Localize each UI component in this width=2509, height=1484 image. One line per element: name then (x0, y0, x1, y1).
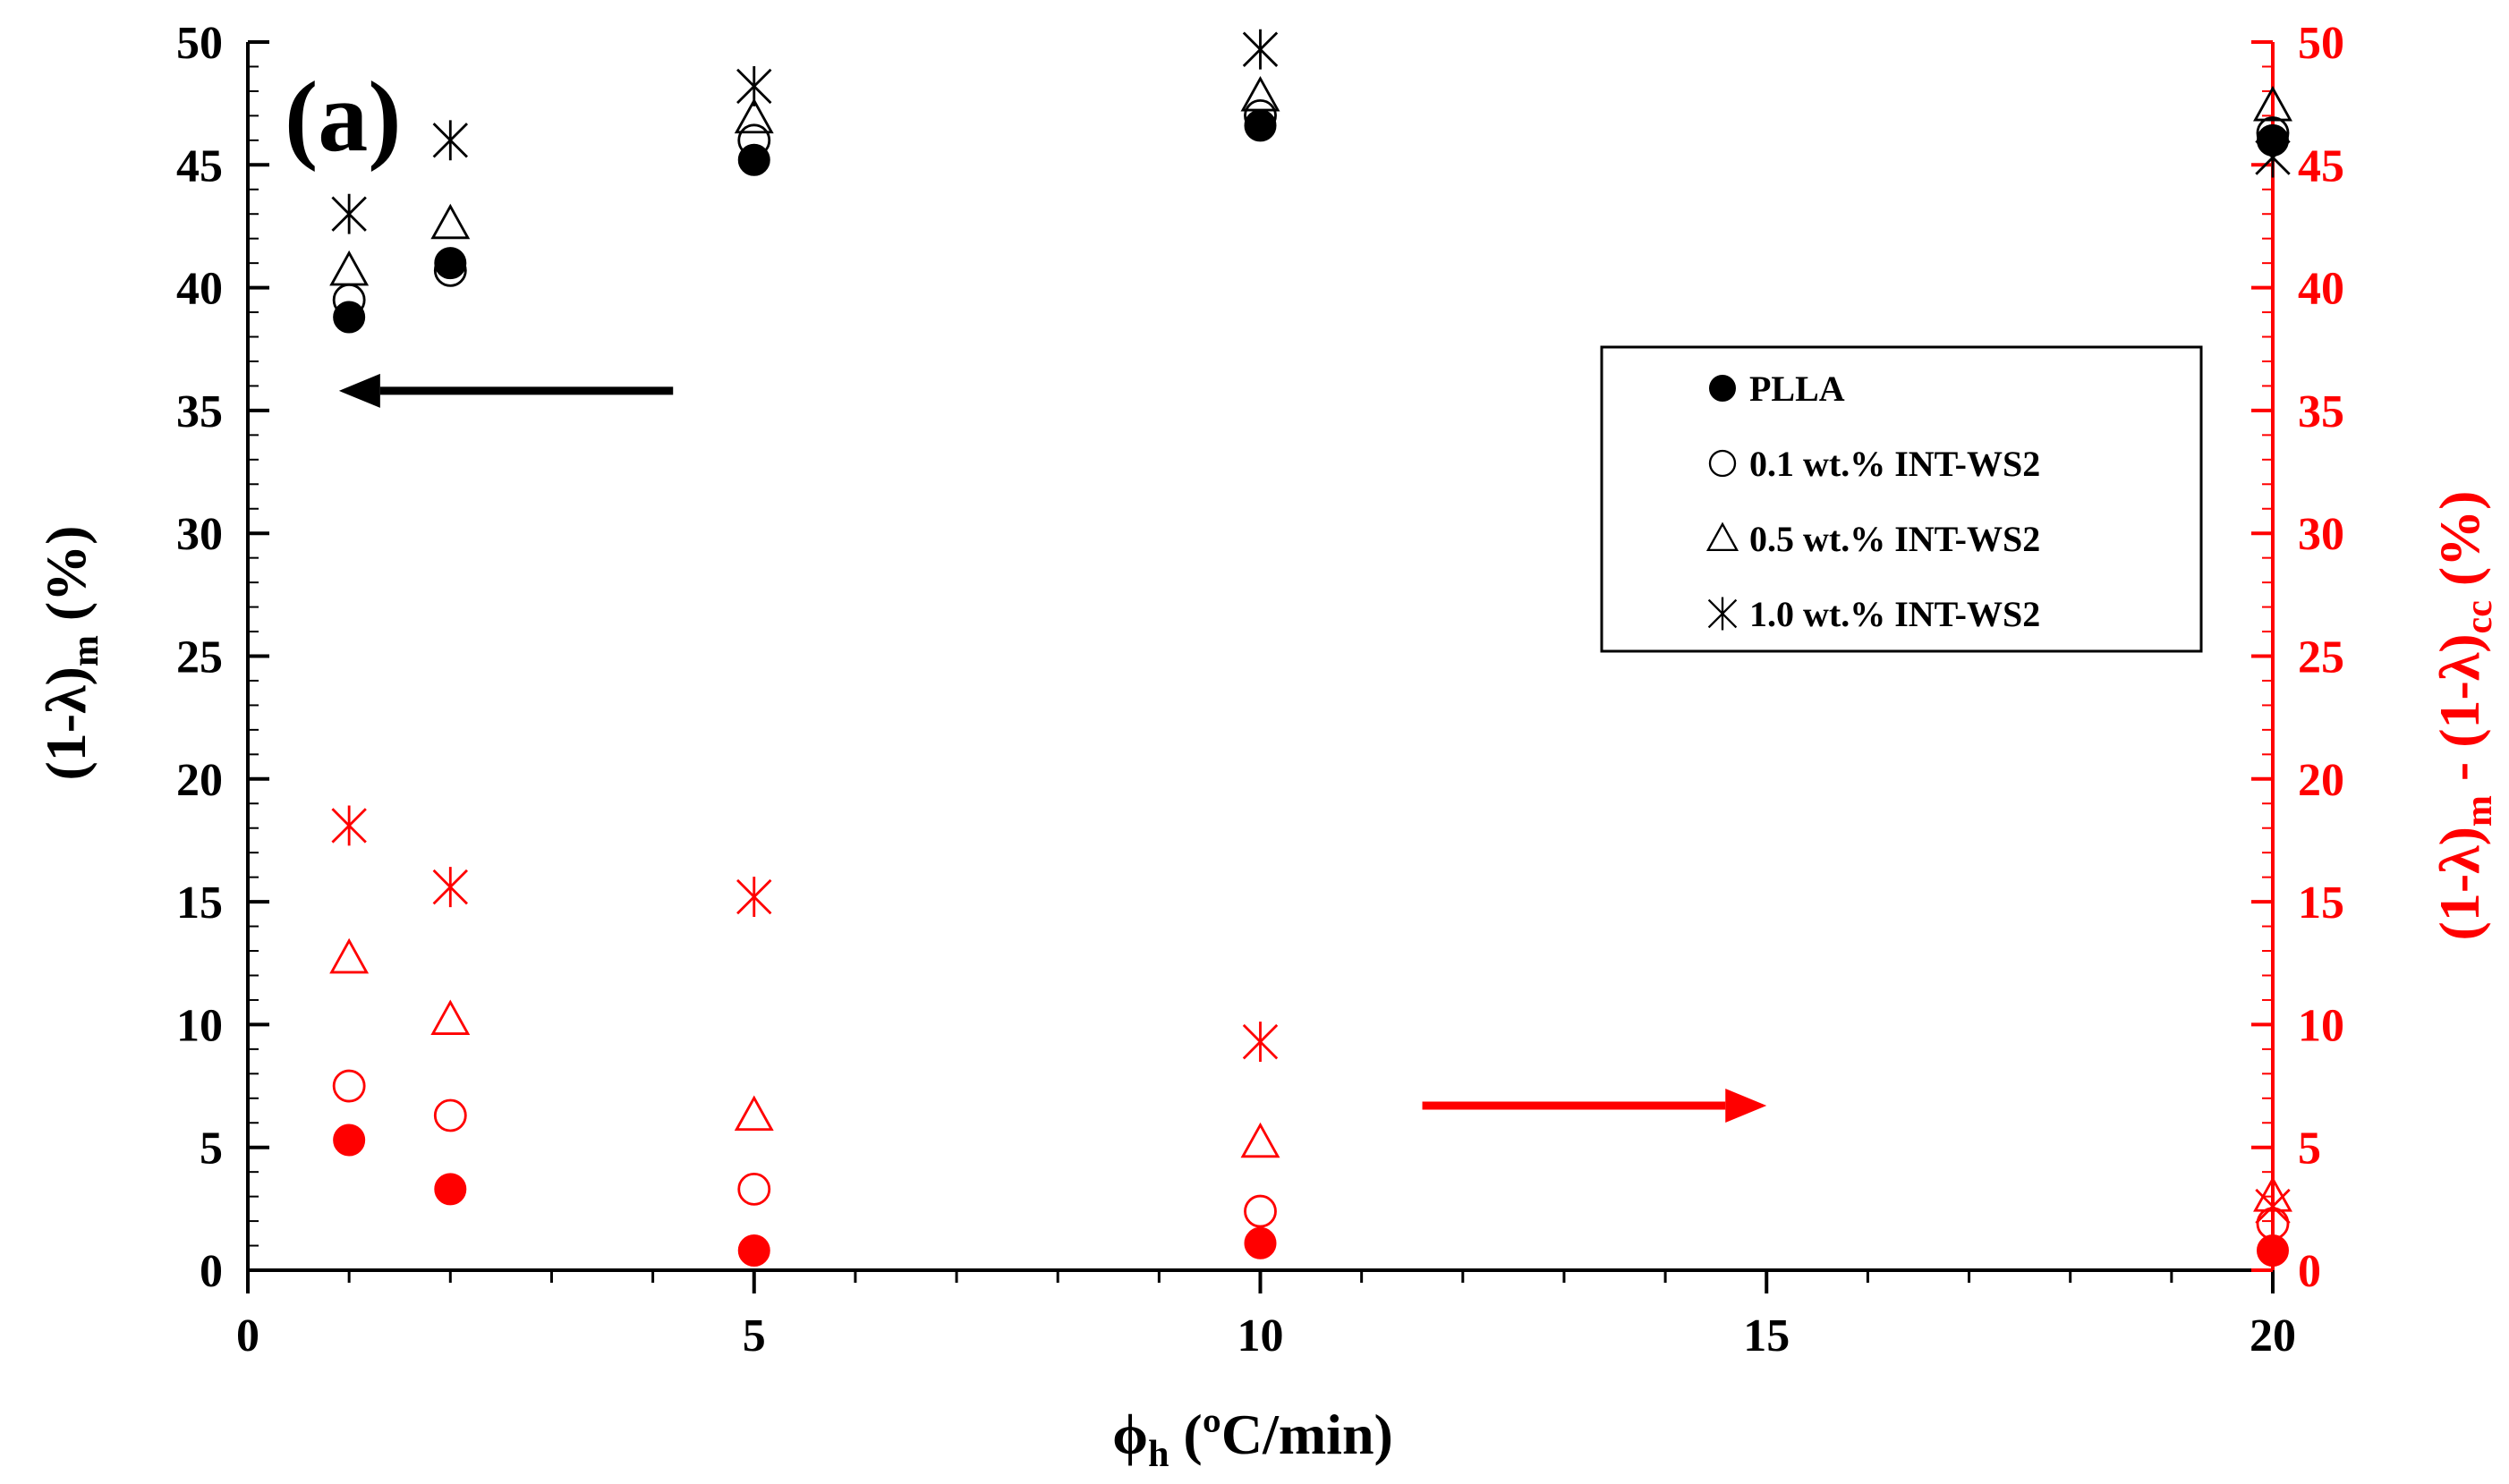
legend-marker-1-0-wt-int-ws2-strokes (1707, 597, 1738, 631)
legend-label-1-0: 1.0 wt.% INT-WS2 (1749, 594, 2040, 634)
y-left-tick-label: 15 (176, 878, 223, 929)
point-right-0-5-wt-int-ws2-x2 (430, 999, 471, 1035)
point-right-1-0-wt-int-ws2-x5 (736, 877, 772, 918)
point-left-0-5-wt-int-ws2-x1 (329, 250, 370, 286)
y-right-tick-label: 10 (2298, 1000, 2344, 1051)
point-right-plla-x10 (1244, 1226, 1277, 1259)
point-right-1-0-wt-int-ws2-x5-strokes (736, 877, 772, 918)
legend-label-0-1: 0.1 wt.% INT-WS2 (1749, 444, 2040, 484)
point-left-1-0-wt-int-ws2-x20-strokes (2255, 137, 2291, 178)
point-right-0-1-wt-int-ws2-x1 (332, 1069, 366, 1103)
x-axis-label: ϕh (ºC/min) (1112, 1403, 1393, 1475)
point-right-plla-x2 (434, 1173, 467, 1206)
point-left-0-5-wt-int-ws2-x2 (430, 203, 471, 240)
legend-box (1600, 345, 2203, 653)
y-right-tick-label: 35 (2298, 386, 2344, 437)
legend-label-plla: PLLA (1749, 369, 1845, 409)
point-left-1-0-wt-int-ws2-x10-strokes (1242, 29, 1279, 70)
point-right-1-0-wt-int-ws2-x2-strokes (432, 867, 469, 908)
arrow-head (338, 373, 380, 408)
y-right-tick-label: 20 (2298, 755, 2344, 806)
point-right-plla-x5 (737, 1234, 770, 1268)
point-left-1-0-wt-int-ws2-x5 (736, 65, 772, 106)
y-left-tick-label: 35 (176, 386, 223, 437)
point-left-0-1-wt-int-ws2-x5 (737, 123, 771, 157)
y-right-tick-label: 45 (2298, 140, 2344, 191)
plot-frame (246, 42, 2275, 1272)
point-left-1-0-wt-int-ws2-x2-strokes (432, 120, 469, 161)
point-right-1-0-wt-int-ws2-x20-strokes (2255, 1186, 2291, 1227)
y-left-tick-label: 50 (176, 18, 223, 69)
point-right-0-5-wt-int-ws2-x1 (329, 937, 370, 974)
legend-marker-plla (1709, 375, 1736, 402)
y-left-tick-label: 25 (176, 632, 223, 683)
point-left-plla-x1 (333, 301, 366, 334)
point-left-0-5-wt-int-ws2-x20 (2253, 85, 2292, 122)
point-left-1-0-wt-int-ws2-x1 (331, 193, 367, 234)
point-right-0-5-wt-int-ws2-x5 (734, 1095, 774, 1132)
point-left-0-5-wt-int-ws2-x10 (1240, 75, 1280, 112)
arrow-right-pointing (1422, 1089, 1767, 1124)
point-right-0-1-wt-int-ws2-x2 (433, 1098, 467, 1132)
data-marks (329, 29, 2292, 1268)
y-left-tick-label: 5 (200, 1124, 223, 1174)
point-right-1-0-wt-int-ws2-x2 (432, 867, 469, 908)
point-left-0-1-wt-int-ws2-x2 (433, 253, 467, 287)
legend: PLLA 0.1 wt.% INT-WS2 0.5 wt.% INT-WS2 1… (1600, 345, 2203, 653)
point-right-1-0-wt-int-ws2-x1-strokes (331, 805, 367, 846)
y-right-tick-label: 5 (2298, 1124, 2321, 1174)
panel-label: (a) (285, 62, 402, 173)
point-left-1-0-wt-int-ws2-x5-strokes (736, 65, 772, 106)
point-right-1-0-wt-int-ws2-x10 (1242, 1022, 1279, 1063)
point-left-0-1-wt-int-ws2-x10 (1244, 98, 1277, 132)
y-axis-label-right: (1-λ)m - (1-λ)cc (%) (2428, 491, 2500, 941)
point-left-0-5-wt-int-ws2-x5 (734, 98, 774, 134)
point-left-1-0-wt-int-ws2-x10 (1242, 29, 1279, 70)
legend-marker-1-0-wt-int-ws2 (1707, 597, 1738, 631)
y-right-tick-label: 50 (2298, 18, 2344, 69)
x-tick-label: 10 (1237, 1310, 1284, 1361)
y-left-tick-label: 10 (176, 1000, 223, 1051)
point-right-1-0-wt-int-ws2-x20 (2255, 1186, 2291, 1227)
y-left-tick-label: 0 (200, 1246, 223, 1297)
y-right-tick-label: 40 (2298, 264, 2344, 315)
y-left-tick-label: 30 (176, 509, 223, 560)
annotation-arrows (338, 373, 1767, 1124)
x-tick-label: 15 (1743, 1310, 1790, 1361)
point-left-1-0-wt-int-ws2-x20 (2255, 137, 2291, 178)
y-right-tick-label: 25 (2298, 632, 2344, 683)
y-right-tick-label: 15 (2298, 878, 2344, 929)
y-right-tick-label: 0 (2298, 1246, 2321, 1297)
x-tick-label: 0 (236, 1310, 259, 1361)
x-tick-label: 20 (2250, 1310, 2296, 1361)
y-left-tick-label: 20 (176, 755, 223, 806)
legend-markers (1705, 375, 1739, 631)
point-right-plla-x1 (333, 1124, 366, 1157)
y-left-tick-label: 45 (176, 140, 223, 191)
point-right-0-1-wt-int-ws2-x5 (737, 1172, 771, 1206)
point-right-0-5-wt-int-ws2-x10 (1240, 1122, 1280, 1158)
legend-marker-0-1-wt-int-ws2 (1708, 449, 1737, 478)
arrow-head (1725, 1089, 1767, 1124)
point-left-1-0-wt-int-ws2-x1-strokes (331, 193, 367, 234)
point-right-plla-x20 (2257, 1234, 2289, 1268)
x-tick-label: 5 (743, 1310, 766, 1361)
y-left-tick-label: 40 (176, 264, 223, 315)
point-right-0-1-wt-int-ws2-x10 (1244, 1194, 1277, 1228)
point-right-1-0-wt-int-ws2-x10-strokes (1242, 1022, 1279, 1063)
y-right-tick-label: 30 (2298, 509, 2344, 560)
point-left-plla-x2 (434, 247, 467, 280)
y-axis-label-left: (1-λ)m (%) (34, 526, 106, 781)
point-left-1-0-wt-int-ws2-x2 (432, 120, 469, 161)
legend-marker-0-5-wt-int-ws2 (1705, 522, 1739, 552)
arrow-left-pointing (338, 373, 674, 408)
point-right-1-0-wt-int-ws2-x1 (331, 805, 367, 846)
legend-label-0-5: 0.5 wt.% INT-WS2 (1749, 519, 2040, 559)
